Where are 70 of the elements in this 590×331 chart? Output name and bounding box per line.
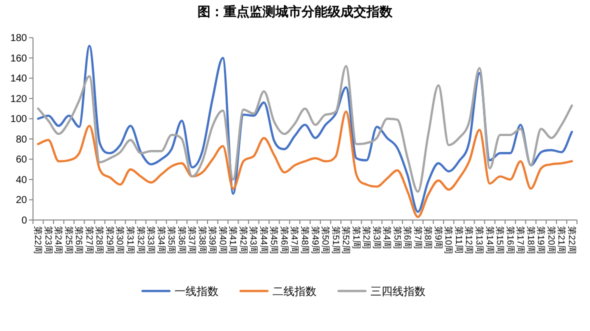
line-series: [37, 110, 573, 218]
x-tick-label: 第41周: [228, 226, 238, 254]
x-tick-label: 第25周: [64, 226, 74, 254]
x-tick-label: 第46周: [279, 226, 290, 254]
y-tick-label: 180: [10, 33, 28, 44]
y-tick-label: 20: [16, 195, 28, 206]
x-tick-label: 第20周: [546, 226, 556, 254]
x-tick-label: 第12周: [464, 226, 474, 254]
x-tick-label: 第24周: [54, 226, 64, 254]
x-tick-label: 第9周: [433, 226, 444, 250]
x-tick-label: 第32周: [136, 226, 146, 254]
x-tick-label: 第30周: [115, 226, 126, 254]
x-tick-label: 第33周: [146, 226, 156, 254]
x-tick-label: 第28周: [94, 226, 105, 254]
x-tick-label: 第13周: [474, 226, 484, 254]
x-tick-label: 第37周: [187, 226, 198, 254]
x-tick-label: 第4周: [382, 226, 392, 250]
y-tick-label: 160: [10, 53, 28, 64]
x-tick-label: 第36周: [176, 226, 187, 254]
x-tick-label: 第16周: [505, 226, 516, 254]
x-tick-label: 第15周: [495, 226, 506, 254]
x-tick-label: 第22周: [33, 226, 44, 254]
x-tick-label: 第19周: [536, 226, 546, 254]
x-tick-label: 第52周: [341, 226, 352, 254]
x-tick-label: 第42周: [238, 226, 248, 254]
x-tick-label: 第39周: [208, 226, 218, 254]
x-tick-label: 第50周: [320, 226, 331, 254]
y-tick-label: 40: [16, 174, 28, 186]
x-tick-label: 第35周: [166, 226, 177, 254]
x-tick-label: 第26周: [74, 226, 84, 254]
x-tick-label: 第10周: [444, 226, 454, 254]
x-tick-label: 第48周: [300, 226, 310, 254]
x-tick-label: 第6周: [402, 226, 413, 250]
y-tick-label: 140: [10, 74, 28, 85]
y-tick-label: 100: [10, 114, 28, 126]
y-tick-label: 80: [16, 134, 28, 146]
x-tick-label: 第14周: [484, 226, 495, 254]
x-tick-label: 第23周: [43, 226, 54, 254]
x-tick-label: 第47周: [290, 226, 300, 254]
x-tick-label: 第7周: [412, 226, 423, 250]
x-tick-label: 第21周: [556, 226, 567, 254]
x-tick-label: 第44周: [258, 226, 269, 254]
x-tick-label: 第27周: [84, 226, 94, 254]
legend-label: 一线指数: [174, 285, 218, 298]
x-tick-label: 第40周: [218, 226, 228, 254]
y-tick-label: 120: [10, 94, 28, 105]
x-tick-label: 第8周: [423, 226, 434, 250]
x-tick-label: 第51周: [330, 226, 341, 254]
x-tick-label: 第29周: [104, 226, 115, 254]
chart-title: 图：重点监测城市分能级成交指数: [198, 4, 394, 20]
y-tick-label: 60: [16, 154, 28, 166]
x-tick-label: 第43周: [248, 226, 259, 254]
line-series: [37, 44, 573, 213]
y-tick-label: 0: [21, 216, 28, 226]
x-tick-label: 第45周: [269, 226, 280, 254]
x-tick-label: 第1周: [351, 226, 362, 250]
legend-label: 二线指数: [272, 285, 316, 298]
legend-label: 三四线指数: [370, 285, 426, 298]
x-tick-label: 第11周: [454, 226, 464, 254]
line-series: [37, 64, 573, 193]
x-tick-label: 第17周: [516, 226, 526, 254]
x-tick-label: 第5周: [392, 226, 402, 250]
x-tick-label: 第49周: [310, 226, 320, 254]
x-tick-label: 第2周: [362, 226, 372, 250]
x-tick-label: 第34周: [156, 226, 166, 254]
x-tick-label: 第38周: [197, 226, 208, 254]
x-tick-label: 第18周: [526, 226, 536, 254]
x-tick-label: 第31周: [126, 226, 136, 254]
x-tick-label: 第3周: [372, 226, 382, 250]
x-tick-label: 第22周: [566, 226, 577, 254]
